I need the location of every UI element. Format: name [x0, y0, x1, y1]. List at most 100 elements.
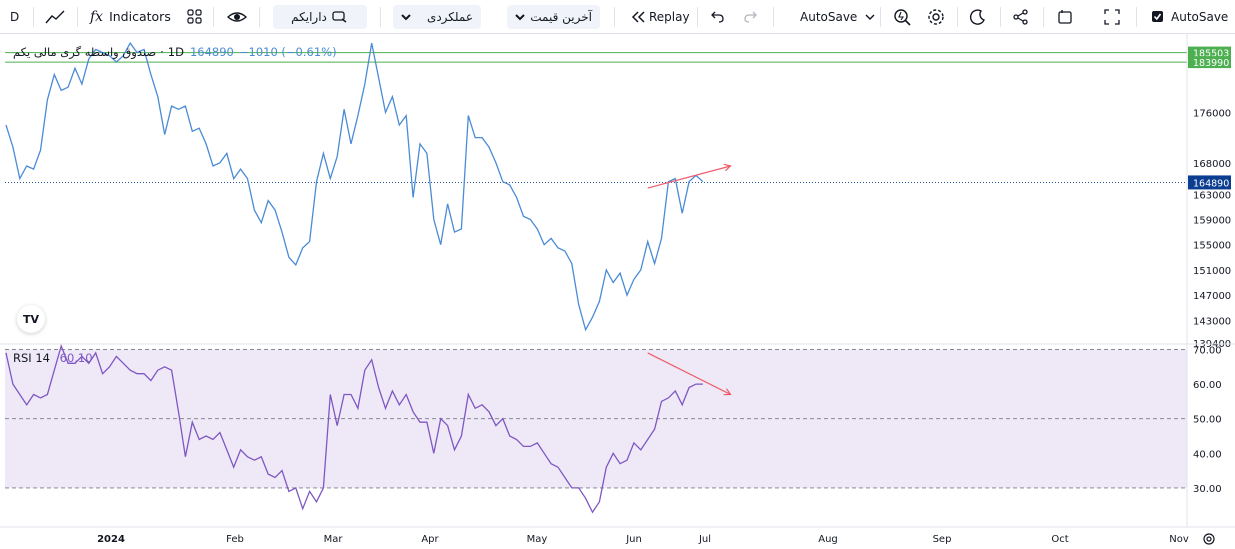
- fx-icon: fx: [90, 8, 104, 25]
- alert-icon: [894, 8, 911, 26]
- symbol-search-button[interactable]: دارایکم: [273, 5, 367, 29]
- settings-button[interactable]: [926, 0, 946, 33]
- rsi-series-line[interactable]: [5, 343, 703, 514]
- price-tick-label: 163000: [1193, 190, 1231, 201]
- hline-price-label: 185503: [1193, 49, 1229, 60]
- checkbox-icon[interactable]: [1151, 10, 1165, 24]
- rsi-tick-label: 40.00: [1193, 449, 1222, 460]
- theme-button[interactable]: [969, 0, 987, 33]
- legend-change: −1010 (−0.61%): [238, 45, 337, 59]
- legend-interval: 1D: [167, 45, 184, 59]
- time-tick-label: May: [527, 534, 548, 545]
- toolbar-divider: [1136, 7, 1137, 27]
- rsi-tick-label: 30.00: [1193, 484, 1222, 495]
- price-series-line[interactable]: [5, 41, 704, 332]
- snapshot-icon: [1058, 9, 1072, 24]
- toolbar-divider: [697, 7, 698, 27]
- time-axis[interactable]: 2024 Feb Mar Apr May Jun Jul Aug Sep Oct Nov: [97, 534, 1189, 545]
- axis-settings-icon[interactable]: [1203, 533, 1215, 545]
- trend-arrow-line[interactable]: [647, 352, 731, 395]
- replay-label: Replay: [649, 9, 690, 24]
- price-tick-label: 143000: [1193, 316, 1231, 327]
- rsi-legend: RSI 14 60.10: [13, 351, 93, 365]
- rsi-tick-label: 70.00: [1193, 345, 1222, 356]
- share-button[interactable]: [1012, 0, 1030, 33]
- rsi-levels: [5, 349, 1187, 489]
- replay-button[interactable]: Replay: [630, 0, 690, 33]
- chevron-down-icon: [401, 14, 411, 21]
- toolbar-divider: [1043, 7, 1044, 27]
- price-tick-label: 176000: [1193, 108, 1231, 119]
- time-tick-label: Apr: [421, 534, 439, 545]
- redo-icon: [744, 11, 757, 23]
- legend-separator: ·: [160, 45, 164, 59]
- rsi-value: 60.10: [59, 351, 93, 365]
- time-tick-label: Jul: [698, 534, 711, 545]
- symbol-search-label: دارایکم: [291, 10, 327, 24]
- price-type-label: آخرین قیمت: [530, 10, 592, 24]
- toolbar-divider: [33, 7, 34, 27]
- indicators-label: Indicators: [109, 9, 171, 24]
- rsi-axis[interactable]: 70.00 60.00 50.00 40.00 30.00: [1193, 345, 1222, 494]
- autosave-dropdown[interactable]: AutoSave: [800, 0, 875, 33]
- time-tick-label: Aug: [818, 534, 838, 545]
- gear-icon: [928, 8, 944, 25]
- price-pane[interactable]: 176000 168000 163000 159000 155000 151000 1470…: [5, 41, 1231, 350]
- autosave-dropdown-label: AutoSave: [800, 9, 858, 24]
- snapshot-button[interactable]: [1056, 0, 1074, 33]
- fullscreen-button[interactable]: [1103, 0, 1121, 33]
- hline-price-label: 183990: [1193, 58, 1229, 69]
- eye-icon: [226, 11, 248, 22]
- tradingview-logo[interactable]: TV: [17, 305, 45, 333]
- trend-arrow-head: [723, 163, 732, 172]
- toolbar-divider: [614, 7, 615, 27]
- rsi-pane[interactable]: 70.00 60.00 50.00 40.00 30.00: [5, 343, 1222, 514]
- autosave-checkbox-label: AutoSave: [1171, 9, 1229, 24]
- toolbar-divider: [77, 7, 78, 27]
- last-price-badge: [1188, 175, 1231, 190]
- legend-price: 164890: [189, 45, 234, 59]
- top-toolbar: D fx Indicators دارایکم عملکردی آخرین قی…: [0, 0, 1235, 34]
- templates-button[interactable]: [186, 0, 204, 33]
- time-tick-label: Sep: [933, 534, 952, 545]
- time-tick-label: Jun: [625, 534, 642, 545]
- templates-icon: [187, 8, 202, 24]
- undo-button[interactable]: [709, 0, 725, 33]
- hide-button[interactable]: [226, 0, 248, 33]
- replay-icon: [631, 10, 645, 23]
- redo-button[interactable]: [743, 0, 759, 33]
- chart-type-select[interactable]: عملکردی: [393, 5, 481, 29]
- chart-style-button[interactable]: [44, 0, 66, 33]
- interval-label: D: [10, 9, 20, 24]
- logo-text: TV: [22, 312, 40, 326]
- chart-type-label: عملکردی: [426, 10, 473, 24]
- trend-arrow-head: [723, 388, 732, 396]
- rsi-trend-arrow[interactable]: [647, 352, 732, 396]
- time-tick-label: 2024: [97, 534, 125, 545]
- chevron-down-icon: [865, 14, 875, 20]
- toolbar-divider: [880, 7, 881, 27]
- trend-arrow-line[interactable]: [647, 165, 731, 189]
- price-type-select[interactable]: آخرین قیمت: [507, 5, 600, 29]
- undo-icon: [711, 11, 724, 23]
- autosave-checkbox[interactable]: AutoSave: [1151, 0, 1228, 33]
- alert-button[interactable]: [892, 0, 912, 33]
- time-tick-label: Mar: [324, 534, 344, 545]
- toolbar-divider: [380, 7, 381, 27]
- share-icon: [1013, 8, 1028, 25]
- moon-icon: [969, 8, 985, 25]
- interval-button[interactable]: D: [10, 0, 19, 33]
- chart-area[interactable]: 176000 168000 163000 159000 155000 151000 1470…: [0, 34, 1235, 549]
- hline-price-badge: [1188, 46, 1231, 59]
- price-tick-label: 159000: [1193, 216, 1231, 227]
- price-tick-label: 151000: [1193, 266, 1231, 277]
- hline-price-badge: [1188, 56, 1231, 69]
- price-trend-arrow[interactable]: [647, 163, 732, 189]
- time-tick-label: Nov: [1169, 534, 1189, 545]
- price-legend: صندوق واسطه گری مالی یکم · 1D 164890 −10…: [13, 45, 337, 59]
- indicators-button[interactable]: fx Indicators: [90, 0, 171, 33]
- rsi-tick-label: 60.00: [1193, 380, 1222, 391]
- toolbar-divider: [259, 7, 260, 27]
- price-tick-label: 155000: [1193, 241, 1231, 252]
- toolbar-divider: [957, 7, 958, 27]
